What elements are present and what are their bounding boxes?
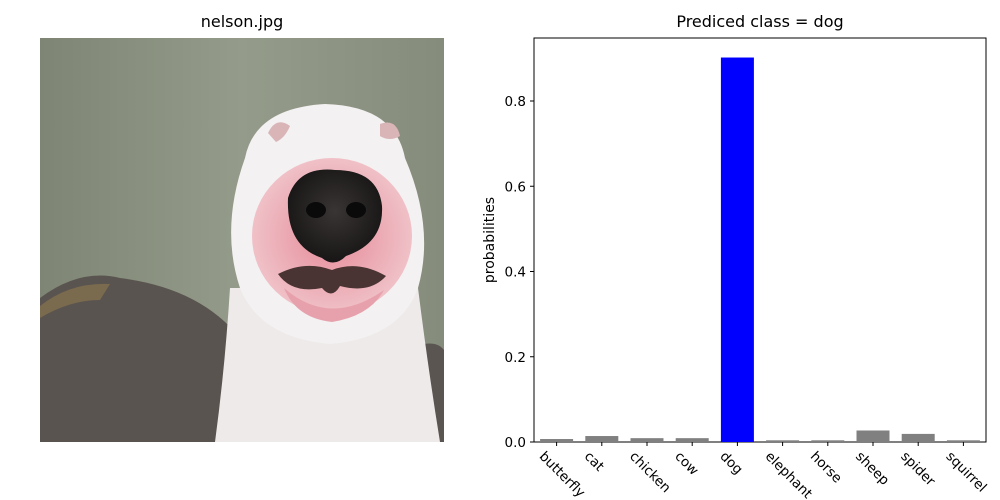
x-tick-label: sheep [852, 449, 892, 489]
x-tick-label: elephant [762, 449, 815, 500]
x-tick-label: spider [897, 449, 938, 490]
bar-elephant [766, 440, 800, 442]
x-tick-label: dog [717, 449, 746, 478]
y-tick-label: 0.2 [505, 350, 526, 366]
dog-photo [40, 38, 444, 442]
bar-cow [675, 438, 709, 442]
bar-horse [811, 440, 845, 442]
y-tick-label: 0.0 [505, 435, 526, 451]
y-tick-label: 0.4 [505, 265, 526, 281]
x-tick-label: squirrel [943, 449, 990, 496]
bar-butterfly [540, 439, 574, 442]
bar-chicken [630, 438, 664, 442]
chart-title: Prediced class = dog [676, 12, 844, 31]
x-tick-label: horse [807, 449, 845, 487]
plot-frame [533, 37, 987, 443]
bar-squirrel [946, 440, 980, 442]
dog-photo-illustration [40, 38, 444, 442]
x-tick-label: cow [671, 449, 701, 479]
x-tick-label: cat [581, 449, 607, 475]
bar-spider [901, 433, 935, 442]
bar-sheep [856, 430, 890, 442]
y-axis-label: probabilities [482, 197, 498, 283]
bar-dog [720, 57, 754, 443]
x-tick-label: butterfly [536, 449, 588, 500]
image-title: nelson.jpg [200, 12, 284, 31]
bar-cat [585, 436, 619, 442]
y-tick-label: 0.8 [505, 94, 526, 110]
y-tick-label: 0.6 [505, 179, 526, 195]
x-tick-label: chicken [626, 449, 674, 497]
